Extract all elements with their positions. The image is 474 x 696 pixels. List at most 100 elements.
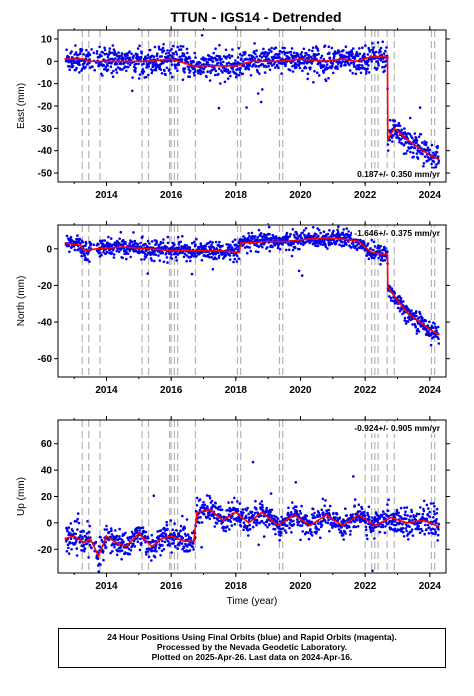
north-point-215	[129, 255, 132, 259]
north-point-730	[271, 245, 274, 249]
east-point-840	[300, 51, 304, 54]
north-point-533	[216, 251, 220, 254]
north-point-200	[125, 257, 128, 261]
east-point-1195	[398, 124, 402, 128]
east-point-434	[189, 69, 192, 73]
up-point-950	[330, 522, 334, 525]
up-point-629	[242, 528, 245, 532]
up-point-903	[317, 528, 321, 531]
up-point-188	[120, 549, 124, 552]
east-point-1296	[426, 155, 430, 159]
up-point-1004	[345, 514, 349, 517]
east-point-671	[254, 52, 257, 56]
east-ytick-label-4: -30	[38, 124, 53, 135]
north-point-509	[210, 243, 213, 247]
east-point-186	[120, 54, 123, 58]
north-point-719	[268, 232, 271, 236]
up-point-78	[86, 520, 89, 523]
north-point-454	[195, 237, 198, 241]
north-point-1313	[431, 326, 435, 330]
east-point-1280	[422, 164, 425, 168]
up-point-1035	[353, 498, 357, 501]
up-point-791	[286, 511, 290, 515]
east-point-225	[131, 89, 134, 93]
east-point-1325	[434, 153, 438, 157]
north-point-53	[79, 242, 82, 245]
up-point-149	[110, 529, 113, 533]
up-point-213	[127, 547, 131, 551]
up-point-539	[217, 519, 221, 523]
north-point-28	[72, 245, 76, 248]
north-point-594	[233, 238, 237, 241]
up-point-819	[294, 481, 298, 484]
north-point-586	[231, 240, 235, 243]
north-point-1058	[361, 246, 365, 250]
east-point-359	[168, 68, 171, 71]
north-point-1157	[388, 285, 392, 289]
up-point-1014	[348, 525, 351, 529]
east-point-118	[101, 51, 105, 54]
up-point-842	[300, 524, 304, 527]
up-point-964	[334, 516, 338, 519]
up-point-991	[341, 534, 345, 537]
east-point-1112	[375, 67, 379, 70]
east-point-1217	[404, 152, 408, 155]
east-point-217	[128, 63, 132, 67]
east-point-706	[263, 71, 267, 74]
east-xtick-label-5: 2024	[419, 190, 442, 201]
up-xtick-label-4: 2022	[354, 581, 377, 592]
east-point-663	[251, 55, 255, 59]
east-point-321	[157, 45, 161, 49]
up-point-1192	[397, 511, 400, 515]
north-point-388	[176, 235, 180, 239]
up-point-1299	[426, 523, 430, 527]
east-point-717	[266, 62, 270, 65]
north-point-593	[233, 257, 237, 261]
up-point-1209	[402, 530, 405, 534]
east-point-328	[159, 68, 163, 71]
east-point-10	[67, 55, 71, 59]
north-point-999	[345, 243, 348, 246]
up-point-1071	[363, 514, 367, 517]
up-point-653	[248, 528, 252, 531]
up-point-447	[192, 548, 195, 551]
up-point-1048	[357, 503, 361, 507]
north-point-265	[143, 258, 146, 261]
up-point-502	[207, 514, 210, 517]
up-point-170	[115, 553, 119, 557]
up-point-82	[87, 556, 90, 559]
east-point-931	[325, 63, 329, 66]
east-point-1065	[363, 52, 366, 56]
east-point-908	[319, 56, 323, 60]
east-point-453	[194, 56, 197, 59]
up-point-1133	[381, 513, 384, 517]
north-point-917	[322, 230, 326, 233]
up-point-367	[170, 551, 173, 554]
east-point-538	[217, 106, 221, 110]
north-point-439	[190, 241, 194, 245]
up-point-1097	[371, 569, 374, 573]
east-point-336	[161, 46, 165, 50]
up-point-1033	[353, 504, 357, 508]
up-point-1310	[429, 502, 433, 505]
up-point-723	[268, 523, 271, 526]
up-point-917	[321, 497, 325, 501]
up-point-720	[267, 511, 270, 514]
east-point-258	[140, 51, 143, 55]
up-point-1329	[435, 521, 438, 525]
up-point-1330	[435, 518, 438, 521]
up-ytick-label-2: 20	[41, 492, 53, 503]
north-point-638	[245, 251, 249, 255]
north-point-1119	[378, 249, 382, 253]
east-point-1085	[368, 50, 372, 53]
north-point-967	[336, 228, 339, 232]
east-point-470	[198, 61, 202, 65]
east-point-1240	[411, 136, 414, 140]
up-point-1225	[406, 514, 410, 517]
east-point-918	[322, 71, 325, 74]
north-point-32	[73, 248, 77, 252]
up-point-242	[135, 529, 139, 532]
east-point-156	[112, 69, 115, 73]
up-point-39	[75, 547, 79, 550]
north-point-809	[292, 233, 296, 237]
